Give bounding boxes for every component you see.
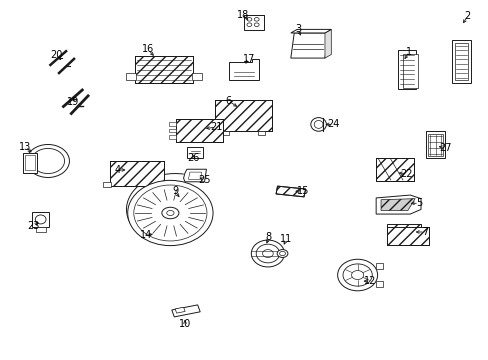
Bar	[169, 122, 176, 126]
Bar	[169, 135, 176, 139]
Ellipse shape	[310, 118, 326, 131]
Bar	[154, 230, 164, 238]
Text: 20: 20	[50, 50, 63, 60]
Text: 6: 6	[225, 96, 231, 106]
Bar	[375, 263, 383, 269]
Bar	[425, 131, 445, 158]
Bar	[192, 73, 202, 80]
Polygon shape	[186, 147, 203, 158]
Bar	[110, 161, 163, 186]
Ellipse shape	[256, 244, 279, 263]
Bar	[102, 181, 111, 187]
Bar	[110, 161, 163, 186]
Polygon shape	[222, 131, 228, 135]
Ellipse shape	[277, 249, 287, 257]
Ellipse shape	[246, 23, 251, 27]
Bar	[176, 119, 223, 142]
Text: 25: 25	[198, 175, 210, 185]
Bar	[403, 54, 417, 88]
Ellipse shape	[254, 23, 259, 27]
Text: 8: 8	[265, 232, 271, 242]
Text: 24: 24	[326, 120, 339, 129]
Ellipse shape	[176, 198, 190, 209]
Ellipse shape	[134, 185, 206, 241]
Polygon shape	[386, 224, 428, 244]
Text: 26: 26	[187, 153, 199, 163]
Bar	[176, 119, 223, 142]
Bar	[24, 155, 35, 170]
Ellipse shape	[314, 121, 323, 129]
Bar	[454, 43, 468, 81]
Ellipse shape	[342, 264, 371, 286]
Text: 23: 23	[28, 221, 40, 231]
Ellipse shape	[262, 249, 273, 257]
Text: 17: 17	[243, 54, 255, 64]
Ellipse shape	[26, 144, 69, 177]
Bar	[427, 134, 442, 156]
Ellipse shape	[127, 180, 213, 246]
Ellipse shape	[337, 259, 377, 291]
Ellipse shape	[166, 211, 174, 216]
Polygon shape	[290, 33, 328, 58]
Bar	[135, 56, 192, 83]
Bar	[276, 186, 305, 197]
Ellipse shape	[254, 18, 259, 21]
Text: 1: 1	[406, 46, 411, 57]
Bar	[215, 100, 271, 131]
Text: 7: 7	[421, 227, 427, 237]
Bar	[169, 129, 176, 132]
Text: 12: 12	[364, 276, 376, 286]
Text: 3: 3	[294, 24, 301, 35]
Bar	[244, 15, 264, 31]
Ellipse shape	[251, 240, 284, 267]
Bar	[36, 227, 45, 231]
Text: 4: 4	[114, 165, 121, 175]
Polygon shape	[375, 195, 420, 214]
Ellipse shape	[162, 207, 179, 219]
Bar	[175, 307, 185, 313]
Bar	[375, 281, 383, 287]
Text: 19: 19	[66, 97, 79, 107]
Bar	[32, 212, 49, 227]
Polygon shape	[183, 169, 206, 182]
Bar	[163, 181, 171, 187]
Bar	[22, 153, 37, 173]
Ellipse shape	[171, 194, 195, 212]
Polygon shape	[258, 131, 264, 135]
Text: 22: 22	[399, 168, 412, 179]
Ellipse shape	[351, 271, 363, 279]
Text: 18: 18	[237, 10, 249, 20]
Text: 27: 27	[438, 143, 451, 153]
Text: 21: 21	[210, 122, 222, 132]
Polygon shape	[290, 30, 330, 33]
Text: 16: 16	[142, 44, 154, 54]
Polygon shape	[375, 158, 413, 181]
Bar	[215, 100, 271, 131]
Text: 14: 14	[140, 230, 152, 239]
Text: 11: 11	[280, 234, 292, 244]
Text: 2: 2	[464, 11, 470, 21]
Bar	[276, 186, 305, 197]
Text: 13: 13	[19, 142, 31, 152]
Ellipse shape	[246, 18, 251, 21]
Text: 5: 5	[415, 198, 421, 208]
Bar	[171, 305, 200, 317]
Polygon shape	[228, 59, 259, 80]
Ellipse shape	[279, 251, 285, 256]
Text: 9: 9	[172, 186, 178, 197]
Ellipse shape	[180, 201, 186, 206]
Bar	[451, 40, 470, 83]
Ellipse shape	[154, 230, 164, 238]
Bar	[126, 73, 136, 80]
Text: 15: 15	[296, 186, 308, 196]
Polygon shape	[325, 30, 330, 58]
Bar	[397, 50, 415, 89]
Text: 10: 10	[179, 319, 191, 329]
Ellipse shape	[31, 148, 64, 174]
Polygon shape	[380, 199, 414, 211]
Bar	[135, 56, 192, 83]
Ellipse shape	[35, 215, 46, 224]
